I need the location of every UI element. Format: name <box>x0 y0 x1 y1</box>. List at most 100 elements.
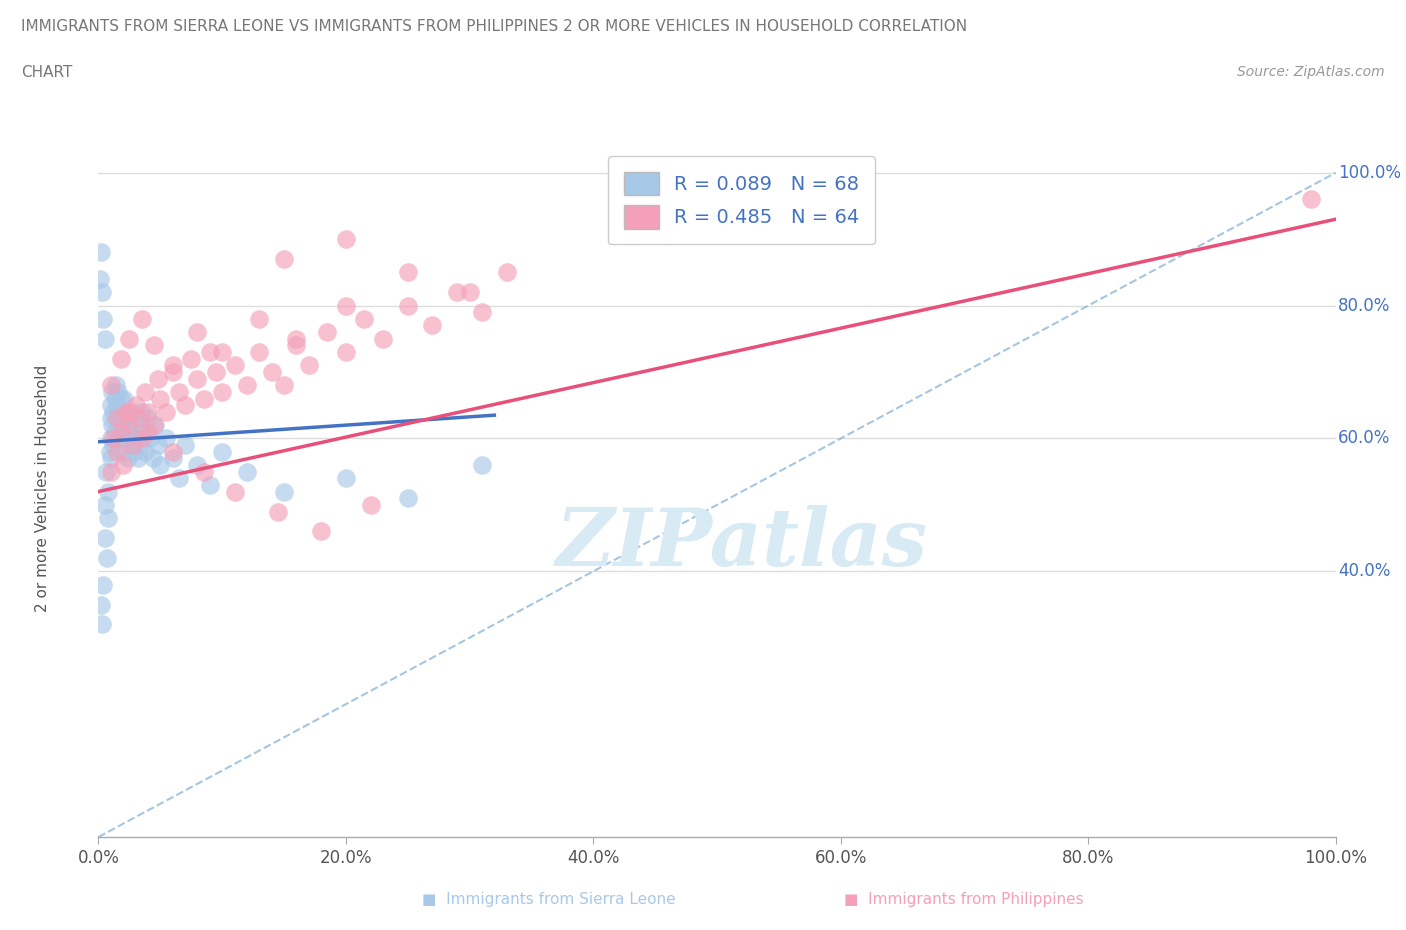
Point <box>273 378 295 392</box>
Point <box>139 431 162 445</box>
Point <box>93 331 115 346</box>
Point <box>167 471 190 485</box>
Point <box>224 485 246 499</box>
Point <box>93 498 115 512</box>
Point <box>101 418 124 432</box>
Point <box>117 451 139 466</box>
Point <box>94 464 117 479</box>
Point <box>267 504 290 519</box>
Point <box>100 411 122 426</box>
Point <box>98 445 121 459</box>
Point <box>273 485 295 499</box>
Point <box>93 531 115 546</box>
Point <box>111 411 134 426</box>
Point <box>107 384 129 399</box>
Point <box>131 405 153 419</box>
Point <box>335 471 357 485</box>
Point <box>193 464 215 479</box>
Point <box>211 384 233 399</box>
Point <box>167 384 190 399</box>
Point <box>335 345 357 360</box>
Point <box>112 405 135 419</box>
Point <box>112 424 135 439</box>
Point <box>104 378 127 392</box>
Point <box>142 451 165 466</box>
Text: CHART: CHART <box>21 65 73 80</box>
Point <box>285 331 308 346</box>
Point <box>100 431 122 445</box>
Point <box>110 352 132 366</box>
Point <box>353 312 375 326</box>
Point <box>143 418 166 432</box>
Point <box>471 458 494 472</box>
Point <box>100 451 122 466</box>
Point <box>103 431 125 445</box>
Point <box>124 445 146 459</box>
Point <box>112 392 135 406</box>
Point <box>198 345 221 360</box>
Point <box>371 331 394 346</box>
Point <box>118 418 141 432</box>
Point <box>224 358 246 373</box>
Point <box>100 464 122 479</box>
Point <box>143 418 166 432</box>
Point <box>110 392 132 406</box>
Point <box>174 398 197 413</box>
Point <box>136 424 159 439</box>
Point <box>136 405 159 419</box>
Point <box>129 438 152 453</box>
Point <box>100 398 122 413</box>
Point <box>131 312 153 326</box>
Text: Source: ZipAtlas.com: Source: ZipAtlas.com <box>1237 65 1385 79</box>
Point <box>131 431 153 445</box>
Point <box>97 485 120 499</box>
Point <box>162 445 184 459</box>
Point <box>396 265 419 280</box>
Point <box>162 358 184 373</box>
Point <box>93 578 115 592</box>
Point <box>103 438 125 453</box>
Point <box>149 392 172 406</box>
Point <box>155 405 177 419</box>
Point <box>180 352 202 366</box>
Point <box>186 371 208 386</box>
Point <box>186 458 208 472</box>
Point <box>186 325 208 339</box>
Point <box>127 451 149 466</box>
Point <box>146 371 169 386</box>
Point <box>118 405 141 419</box>
Point <box>205 365 228 379</box>
Point <box>118 331 141 346</box>
Point <box>93 312 115 326</box>
Point <box>105 445 128 459</box>
Point <box>89 272 111 286</box>
Text: ZIPatlas: ZIPatlas <box>555 505 928 583</box>
Point <box>124 398 146 413</box>
Text: 80.0%: 80.0% <box>1339 297 1391 314</box>
Point <box>105 398 128 413</box>
Point <box>104 411 127 426</box>
Point <box>143 338 166 352</box>
Point <box>91 617 114 631</box>
Legend: R = 0.089   N = 68, R = 0.485   N = 64: R = 0.089 N = 68, R = 0.485 N = 64 <box>609 156 876 245</box>
Text: 2 or more Vehicles in Household: 2 or more Vehicles in Household <box>35 365 51 612</box>
Point <box>422 318 444 333</box>
Text: IMMIGRANTS FROM SIERRA LEONE VS IMMIGRANTS FROM PHILIPPINES 2 OR MORE VEHICLES I: IMMIGRANTS FROM SIERRA LEONE VS IMMIGRAN… <box>21 19 967 33</box>
Text: 60.0%: 60.0% <box>1339 430 1391 447</box>
Point <box>396 491 419 506</box>
Point <box>103 424 125 439</box>
Point <box>91 285 114 299</box>
Point <box>335 299 357 313</box>
Point <box>97 511 120 525</box>
Point <box>335 232 357 246</box>
Text: ■  Immigrants from Sierra Leone: ■ Immigrants from Sierra Leone <box>422 892 675 907</box>
Point <box>90 245 112 259</box>
Point <box>149 458 172 472</box>
Point <box>134 384 156 399</box>
Point <box>103 392 125 406</box>
Point <box>103 405 125 419</box>
Point <box>134 445 156 459</box>
Point <box>112 458 135 472</box>
Point <box>1299 192 1322 206</box>
Point <box>174 438 197 453</box>
